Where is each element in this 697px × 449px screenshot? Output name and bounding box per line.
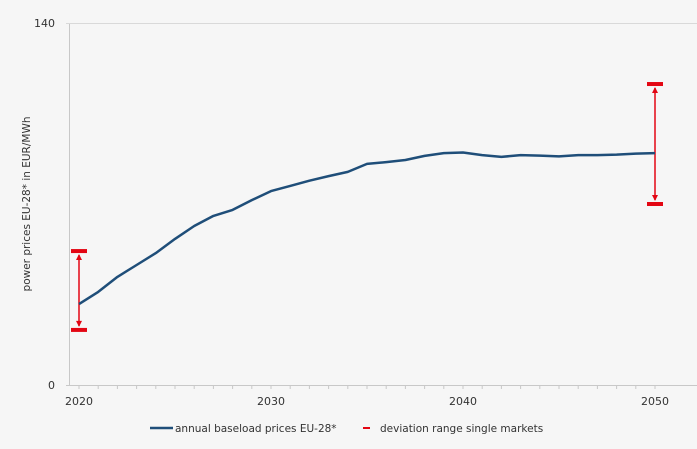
x-tick-label-2040: 2040 — [449, 395, 477, 408]
axes — [66, 23, 697, 389]
x-tick-label-2020: 2020 — [65, 395, 93, 408]
series-line-annual-baseload-prices — [78, 151, 656, 306]
range-arrow-up — [652, 87, 658, 94]
legend-label-baseload: annual baseload prices EU-28* — [175, 423, 337, 435]
y-axis-label: power prices EU-28* in EUR/MWh — [21, 117, 33, 292]
range-cap-high — [71, 249, 87, 254]
range-cap-low — [71, 327, 87, 332]
deviation-range-2050 — [647, 82, 663, 206]
range-arrow-up — [76, 254, 82, 261]
x-tick-label-2030: 2030 — [257, 395, 285, 408]
range-arrow-down — [652, 195, 658, 201]
y-tick-label-min: 0 — [48, 379, 55, 392]
deviation-ranges — [71, 82, 663, 332]
range-cap-low — [647, 202, 663, 206]
range-arrow-down — [76, 320, 82, 327]
x-minor-ticks — [78, 385, 656, 389]
legend-label-deviation: deviation range single markets — [380, 423, 543, 435]
deviation-range-2020 — [71, 249, 87, 332]
range-cap-high — [647, 82, 663, 87]
legend: annual baseload prices EU-28* deviation … — [150, 423, 543, 435]
y-tick-label-max: 140 — [34, 17, 55, 30]
x-tick-label-2050: 2050 — [641, 395, 669, 408]
